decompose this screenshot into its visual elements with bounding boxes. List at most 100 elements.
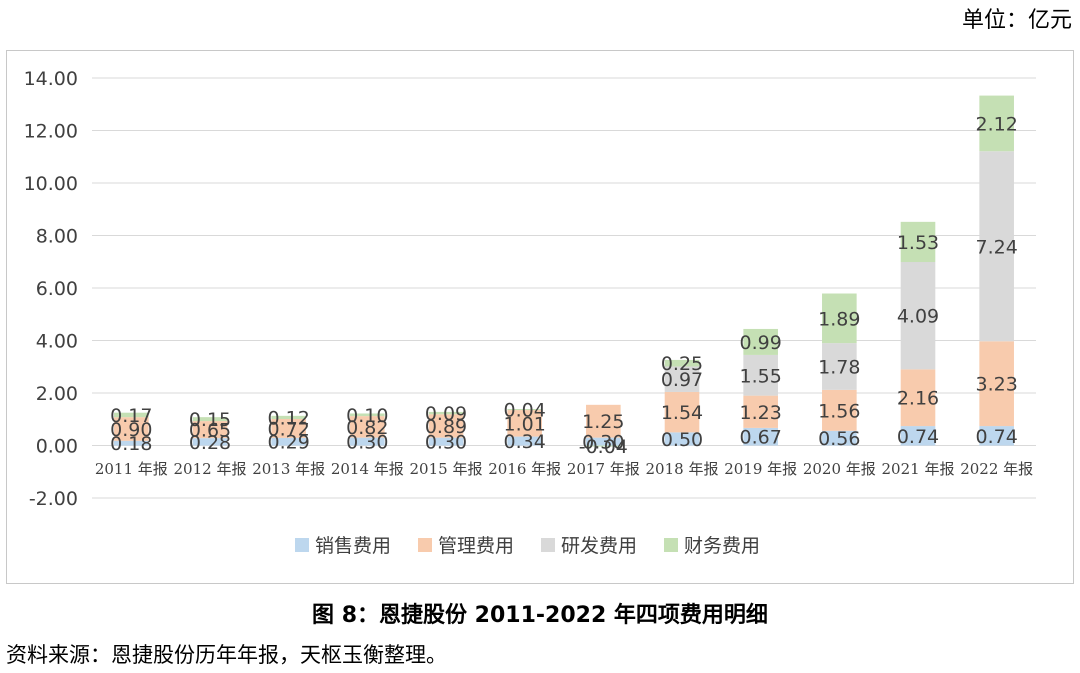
bar-segment	[350, 416, 385, 438]
data-label: 0.65	[189, 420, 231, 442]
data-label: 1.25	[582, 411, 624, 433]
data-label: 4.09	[897, 306, 939, 328]
bar-segment	[507, 410, 542, 437]
data-label: 0.15	[189, 409, 231, 431]
unit-label: 单位：亿元	[961, 8, 1072, 33]
bar-segment	[114, 417, 149, 441]
bar-segment	[192, 421, 228, 439]
bar-segment	[979, 151, 1014, 342]
data-label: 2.16	[897, 388, 939, 410]
bar-segment	[428, 437, 464, 446]
data-label: 0.29	[268, 432, 310, 454]
x-tick-label: 2018 年报	[646, 460, 719, 478]
legend-swatch	[541, 538, 555, 552]
y-tick-label: 6.00	[36, 278, 78, 300]
data-label: 0.74	[976, 426, 1018, 448]
data-label: 0.04	[504, 400, 546, 422]
bar-segment	[900, 369, 936, 427]
data-label: 2.12	[976, 113, 1018, 135]
data-label: 1.89	[818, 308, 860, 330]
x-tick-label: 2015 年报	[410, 460, 483, 478]
data-label: 0.12	[268, 407, 310, 429]
data-label: 0.17	[110, 405, 152, 427]
legend-swatch	[295, 538, 309, 552]
data-label: 1.23	[740, 402, 782, 424]
bar-segment	[507, 436, 542, 446]
bar-segment	[114, 412, 149, 418]
data-label: 0.34	[504, 431, 546, 453]
data-label: 0.74	[897, 426, 939, 448]
bar-segment	[350, 437, 385, 446]
bar-segment	[979, 426, 1014, 446]
stacked-bar-chart: 14.00 12.00 10.00 8.00 6.00 4.00 2.00 0.00 -2.00…	[24, 68, 1036, 557]
bar-segment	[428, 414, 464, 438]
bar-segment	[586, 437, 621, 446]
data-label: 0.18	[110, 433, 152, 455]
data-label: 1.01	[504, 413, 546, 435]
x-tick-label: 2019 年报	[724, 460, 797, 478]
bar-segment	[743, 354, 778, 396]
bar-segment	[428, 411, 464, 415]
x-tick-label: 2012 年报	[174, 460, 247, 478]
x-tick-label: 2022 年报	[960, 460, 1033, 478]
y-tick-label: 2.00	[36, 383, 78, 405]
legend-swatch	[664, 538, 678, 552]
bar-segment	[900, 262, 936, 370]
bar-segment	[664, 432, 700, 446]
bar-segment	[586, 404, 621, 438]
legend-swatch	[418, 538, 432, 552]
x-tick-label: 2017 年报	[567, 460, 640, 478]
data-label: 0.28	[189, 432, 231, 454]
bar-segment	[664, 391, 700, 433]
bar-segment	[586, 445, 621, 447]
y-tick-label: 8.00	[36, 226, 78, 248]
data-labels: 0.180.900.17 0.280.650.15 0.290.720.12 0.30…	[110, 113, 1018, 458]
x-tick-label: 2011 年报	[95, 460, 168, 478]
y-tick-label: 14.00	[24, 68, 78, 90]
bar-segment	[664, 359, 700, 367]
bar-segment	[822, 430, 857, 446]
bar-segment	[822, 389, 857, 431]
y-tick-label: 4.00	[36, 331, 78, 353]
data-label: 0.30	[582, 432, 624, 454]
data-label: 1.56	[818, 400, 860, 422]
data-label: 0.99	[740, 332, 782, 354]
bar-segment	[271, 437, 306, 446]
y-tick-label: 10.00	[24, 173, 78, 195]
chart-frame	[6, 50, 1074, 584]
legend-label: 销售费用	[315, 535, 391, 557]
y-tick-label: -2.00	[29, 488, 78, 510]
data-label: 0.09	[425, 403, 467, 425]
data-label: 1.54	[661, 402, 703, 424]
bar-segment	[743, 395, 778, 428]
data-label: 1.55	[740, 365, 782, 387]
bar-segment	[743, 328, 778, 355]
data-label: 1.53	[897, 232, 939, 254]
legend-label: 管理费用	[438, 535, 514, 557]
data-label: 3.23	[976, 374, 1018, 396]
data-label: -0.04	[579, 436, 628, 458]
data-label: 0.82	[346, 417, 388, 439]
data-label: 0.90	[110, 419, 152, 441]
legend-label: 研发费用	[561, 535, 637, 557]
x-tick-label: 2013 年报	[252, 460, 325, 478]
data-label: 0.67	[740, 427, 782, 449]
bar-segment	[900, 221, 936, 263]
x-axis-labels: 2011 年报 2012 年报 2013 年报 2014 年报 2015 年报 2016 …	[95, 460, 1033, 478]
bar-segment	[192, 438, 228, 446]
data-label: 0.72	[268, 418, 310, 440]
bar-segment	[271, 418, 306, 438]
figure-title: 图 8：恩捷股份 2011-2022 年四项费用明细	[312, 603, 768, 628]
bar-segment	[979, 341, 1014, 427]
bar-segment	[271, 415, 306, 419]
data-label: 0.30	[346, 432, 388, 454]
data-label: 1.78	[818, 356, 860, 378]
bar-segment	[822, 293, 857, 344]
source-note: 资料来源：恩捷股份历年年报，天枢玉衡整理。	[6, 643, 447, 667]
data-label: 0.10	[346, 405, 388, 427]
y-tick-label: 12.00	[24, 121, 78, 143]
data-label: 0.50	[661, 429, 703, 451]
x-tick-label: 2020 年报	[803, 460, 876, 478]
x-tick-label: 2021 年报	[882, 460, 955, 478]
bar-segment	[822, 343, 857, 390]
